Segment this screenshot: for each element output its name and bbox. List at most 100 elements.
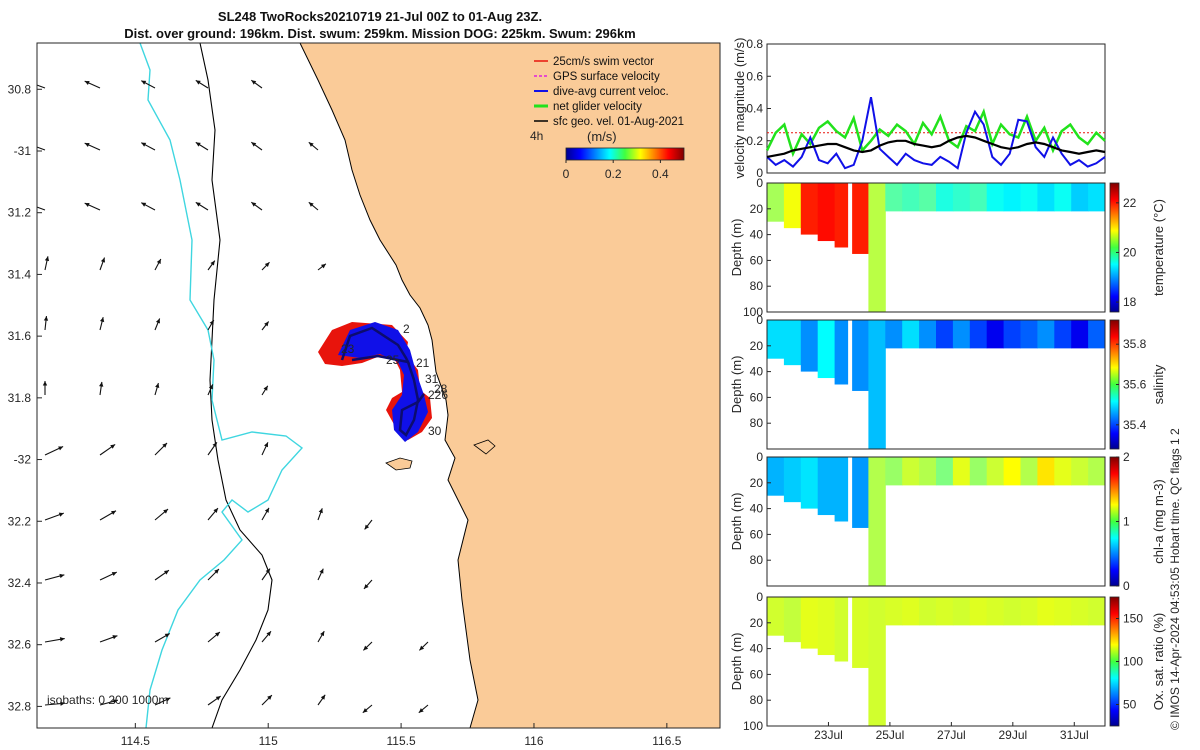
geo-vector-arrowhead bbox=[265, 568, 271, 574]
section-column bbox=[969, 183, 988, 212]
section-y-tick-label: 0 bbox=[756, 176, 763, 190]
section-column bbox=[902, 457, 920, 486]
section-column bbox=[919, 183, 937, 212]
map-y-tick-label: 31.6 bbox=[8, 329, 32, 343]
section-colorbar-tick-label: 35.4 bbox=[1123, 418, 1147, 432]
section-x-tick-label: 31Jul bbox=[1060, 728, 1089, 742]
geo-vector-arrowhead bbox=[195, 202, 201, 207]
dive-avg-current-cloud bbox=[338, 322, 428, 442]
geo-vector-arrowhead bbox=[112, 635, 118, 640]
section-column bbox=[885, 320, 903, 349]
section-y-tick-label: 40 bbox=[750, 502, 764, 516]
velocity-series-dive-avg-current bbox=[766, 97, 1106, 170]
section-variable-label: Ox. sat. ratio (%) bbox=[1151, 613, 1166, 711]
section-column bbox=[868, 457, 886, 586]
map-title-line1: SL248 TwoRocks20210719 21-Jul 00Z to 01-… bbox=[217, 9, 543, 24]
section-column bbox=[834, 183, 852, 248]
section-column bbox=[1054, 597, 1072, 626]
section-colorbar-tick-label: 100 bbox=[1123, 655, 1143, 669]
section-colorbar-tick-label: 20 bbox=[1123, 245, 1137, 259]
geo-vector-arrowhead bbox=[419, 645, 425, 651]
geo-vector-arrowhead bbox=[43, 316, 49, 321]
colorbar-title: (m/s) bbox=[587, 129, 617, 144]
section-column bbox=[783, 457, 802, 503]
geo-vector-arrowhead bbox=[214, 569, 219, 574]
map-x-tick-label: 115.5 bbox=[387, 734, 416, 748]
section-column bbox=[783, 597, 802, 643]
geo-vector-arrowhead bbox=[320, 694, 326, 700]
geo-vector-arrowhead bbox=[215, 632, 220, 637]
section-column bbox=[1054, 183, 1072, 212]
section-column bbox=[1020, 457, 1038, 486]
section-column bbox=[1037, 183, 1055, 212]
speed-colorbar-ticks: 0 0.2 0.4 bbox=[563, 160, 669, 181]
map-y-tick-label: 31.8 bbox=[8, 391, 32, 405]
section-column bbox=[1088, 183, 1106, 212]
section-y-tick-label: 80 bbox=[750, 693, 764, 707]
section-colorbar-tick-label: 35.8 bbox=[1123, 337, 1147, 351]
section-column bbox=[885, 457, 903, 486]
section-column bbox=[767, 457, 785, 496]
section-column bbox=[851, 183, 869, 254]
section-column bbox=[1088, 457, 1106, 486]
section-column bbox=[851, 597, 869, 668]
section-column bbox=[834, 597, 852, 662]
map-x-tick-label: 114.5 bbox=[121, 734, 150, 748]
coastline bbox=[299, 43, 479, 728]
legend-gps-velocity: GPS surface velocity bbox=[553, 71, 660, 83]
section-y-tick-label: 40 bbox=[750, 228, 764, 242]
map-x-axis: 114.5 115 115.5 116 116.5 bbox=[121, 723, 682, 748]
section-column bbox=[969, 597, 988, 626]
velocity-frame bbox=[766, 43, 1106, 174]
geo-vector-arrowhead bbox=[99, 381, 104, 387]
section-variable-label: salinity bbox=[1151, 364, 1166, 404]
velocity-y-tick-label: 0.4 bbox=[746, 102, 763, 116]
section-panel-4: 0 20 40 60 80 100 Depth (m) 50 100 150 Ox. sat. ra… bbox=[729, 590, 1166, 742]
geo-vector-arrowhead bbox=[58, 512, 64, 517]
section-column bbox=[1071, 320, 1089, 349]
section-column bbox=[851, 457, 869, 528]
geo-vector-arrowhead bbox=[156, 259, 161, 265]
colorbar-tick-label: 0 bbox=[563, 167, 570, 181]
section-column bbox=[767, 597, 785, 636]
geo-vector-arrowhead bbox=[215, 696, 221, 701]
geo-vector-arrowhead bbox=[42, 381, 48, 386]
section-colorbar-tick-label: 0 bbox=[1123, 579, 1130, 593]
geo-vector-arrowhead bbox=[264, 262, 270, 267]
section-colorbar-tick-label: 1 bbox=[1123, 515, 1130, 529]
section-y-tick-label: 0 bbox=[756, 450, 763, 464]
section-data-gap bbox=[848, 183, 853, 312]
section-column bbox=[800, 597, 819, 649]
geo-vector-arrowhead bbox=[112, 699, 118, 704]
section-border bbox=[766, 319, 1106, 450]
colorbar-tick-label: 0.2 bbox=[605, 167, 622, 181]
map-panel: 2 23 25 21 31 28 226 30 114.5 115 115.5 116… bbox=[8, 42, 721, 748]
legend-swim-vector: 25cm/s swim vector bbox=[553, 56, 654, 68]
section-data-gap bbox=[848, 320, 853, 449]
geo-vector-arrowhead bbox=[318, 508, 323, 514]
velocity-series-net-glider-velocity bbox=[765, 107, 1106, 158]
geo-vector-arrowhead bbox=[141, 202, 147, 207]
geo-vector-arrowhead bbox=[364, 524, 370, 530]
section-y-tick-label: 0 bbox=[756, 313, 763, 327]
map-y-tick-label: -32 bbox=[14, 453, 32, 467]
section-y-tick-label: 0 bbox=[756, 590, 763, 604]
geo-vector-arrowhead bbox=[141, 80, 147, 85]
section-column bbox=[986, 597, 1005, 626]
track-day-labels: 2 23 25 21 31 28 226 30 bbox=[341, 322, 448, 438]
section-ylabel: Depth (m) bbox=[729, 356, 744, 414]
section-column bbox=[1037, 457, 1055, 486]
colorbar-tick-label: 0.4 bbox=[652, 167, 669, 181]
geo-vector-arrowhead bbox=[210, 260, 215, 266]
isobath-200 bbox=[199, 43, 273, 728]
section-column bbox=[1054, 457, 1072, 486]
scale-label-4h: 4h bbox=[530, 129, 543, 143]
section-column bbox=[969, 457, 988, 486]
geo-vector-arrowhead bbox=[208, 384, 213, 390]
velocity-ylabel: velocity magnitude (m/s) bbox=[732, 38, 747, 179]
section-y-tick-label: 20 bbox=[750, 339, 764, 353]
geo-vector-arrowhead bbox=[195, 80, 201, 85]
section-column bbox=[1003, 457, 1021, 486]
island-rottnest bbox=[385, 457, 413, 471]
section-column bbox=[919, 320, 937, 349]
